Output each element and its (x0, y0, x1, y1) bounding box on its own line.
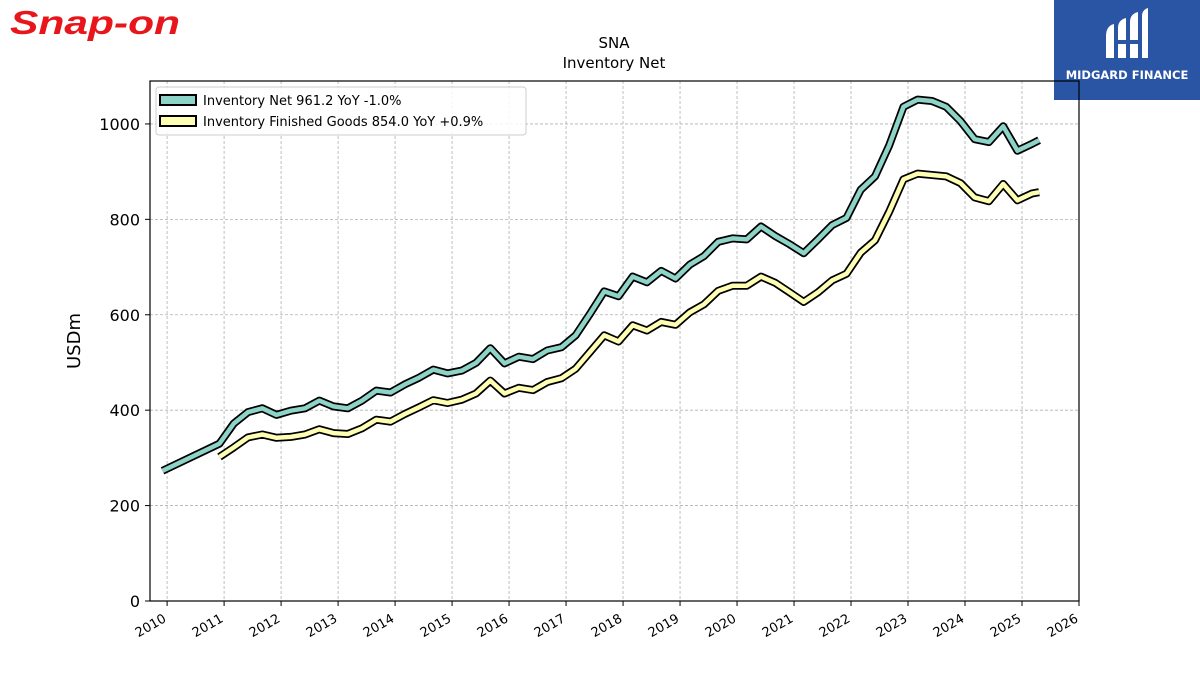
x-tick-label: 2016 (475, 611, 511, 641)
legend-label: Inventory Finished Goods 854.0 YoY +0.9% (203, 115, 483, 130)
legend-box (155, 86, 527, 136)
y-tick-label: 0 (130, 592, 140, 611)
x-tick-label: 2019 (646, 611, 682, 641)
x-tick-label: 2025 (988, 611, 1024, 641)
plot-frame (149, 80, 1080, 602)
y-axis-label: USDm (64, 313, 85, 369)
x-tick-label: 2026 (1045, 611, 1081, 641)
series-2 (217, 169, 1040, 461)
x-tick-label: 2013 (304, 611, 340, 641)
x-tick-label: 2011 (190, 611, 226, 641)
snap-on-logo: Snap-on (10, 4, 180, 41)
series-line (218, 171, 1040, 459)
legend-entry: Inventory Finished Goods 854.0 YoY +0.9% (159, 115, 483, 130)
y-tick-label: 200 (109, 497, 140, 516)
y-tick-label: 400 (109, 401, 140, 420)
midgard-finance-text: MIDGARD FINANCE (1065, 68, 1189, 82)
x-tick-label: 2018 (589, 611, 625, 641)
x-tick-label: 2021 (760, 611, 796, 641)
series-line-outline (217, 169, 1040, 461)
y-tick-label: 1000 (99, 115, 140, 134)
x-tick-label: 2020 (703, 611, 739, 641)
x-tick-label: 2010 (133, 611, 169, 641)
series-line-outline (160, 95, 1041, 475)
series-1 (160, 95, 1041, 475)
grid-lines (150, 81, 1080, 602)
x-tick-label: 2023 (874, 611, 910, 641)
legend-label: Inventory Net 961.2 YoY -1.0% (203, 94, 402, 109)
legend-swatch (159, 115, 197, 127)
x-tick-label: 2012 (247, 611, 283, 641)
x-tick-label: 2015 (418, 611, 454, 641)
x-tick-label: 2024 (931, 611, 967, 641)
legend: Inventory Net 961.2 YoY -1.0% Inventory F… (155, 86, 527, 136)
snap-on-logo-text: Snap-on (10, 4, 180, 41)
legend-entry: Inventory Net 961.2 YoY -1.0% (159, 94, 402, 109)
midgard-logo-icon (1106, 8, 1148, 58)
chart-title: SNA (598, 34, 630, 52)
series-layer (160, 95, 1041, 475)
midgard-finance-badge: MIDGARD FINANCE (1054, 0, 1200, 100)
x-tick-label: 2014 (361, 611, 397, 641)
series-line (161, 97, 1041, 473)
legend-swatch (159, 94, 197, 106)
y-tick-label: 600 (109, 306, 140, 325)
tick-labels: 0 200 400 600 800 1000 2010 2011 2012 2013 2014 201… (99, 115, 1081, 641)
axes (149, 80, 1080, 602)
x-tick-label: 2022 (817, 611, 853, 641)
chart-subtitle: Inventory Net (563, 54, 666, 72)
x-tick-label: 2017 (532, 611, 568, 641)
y-tick-label: 800 (109, 210, 140, 229)
